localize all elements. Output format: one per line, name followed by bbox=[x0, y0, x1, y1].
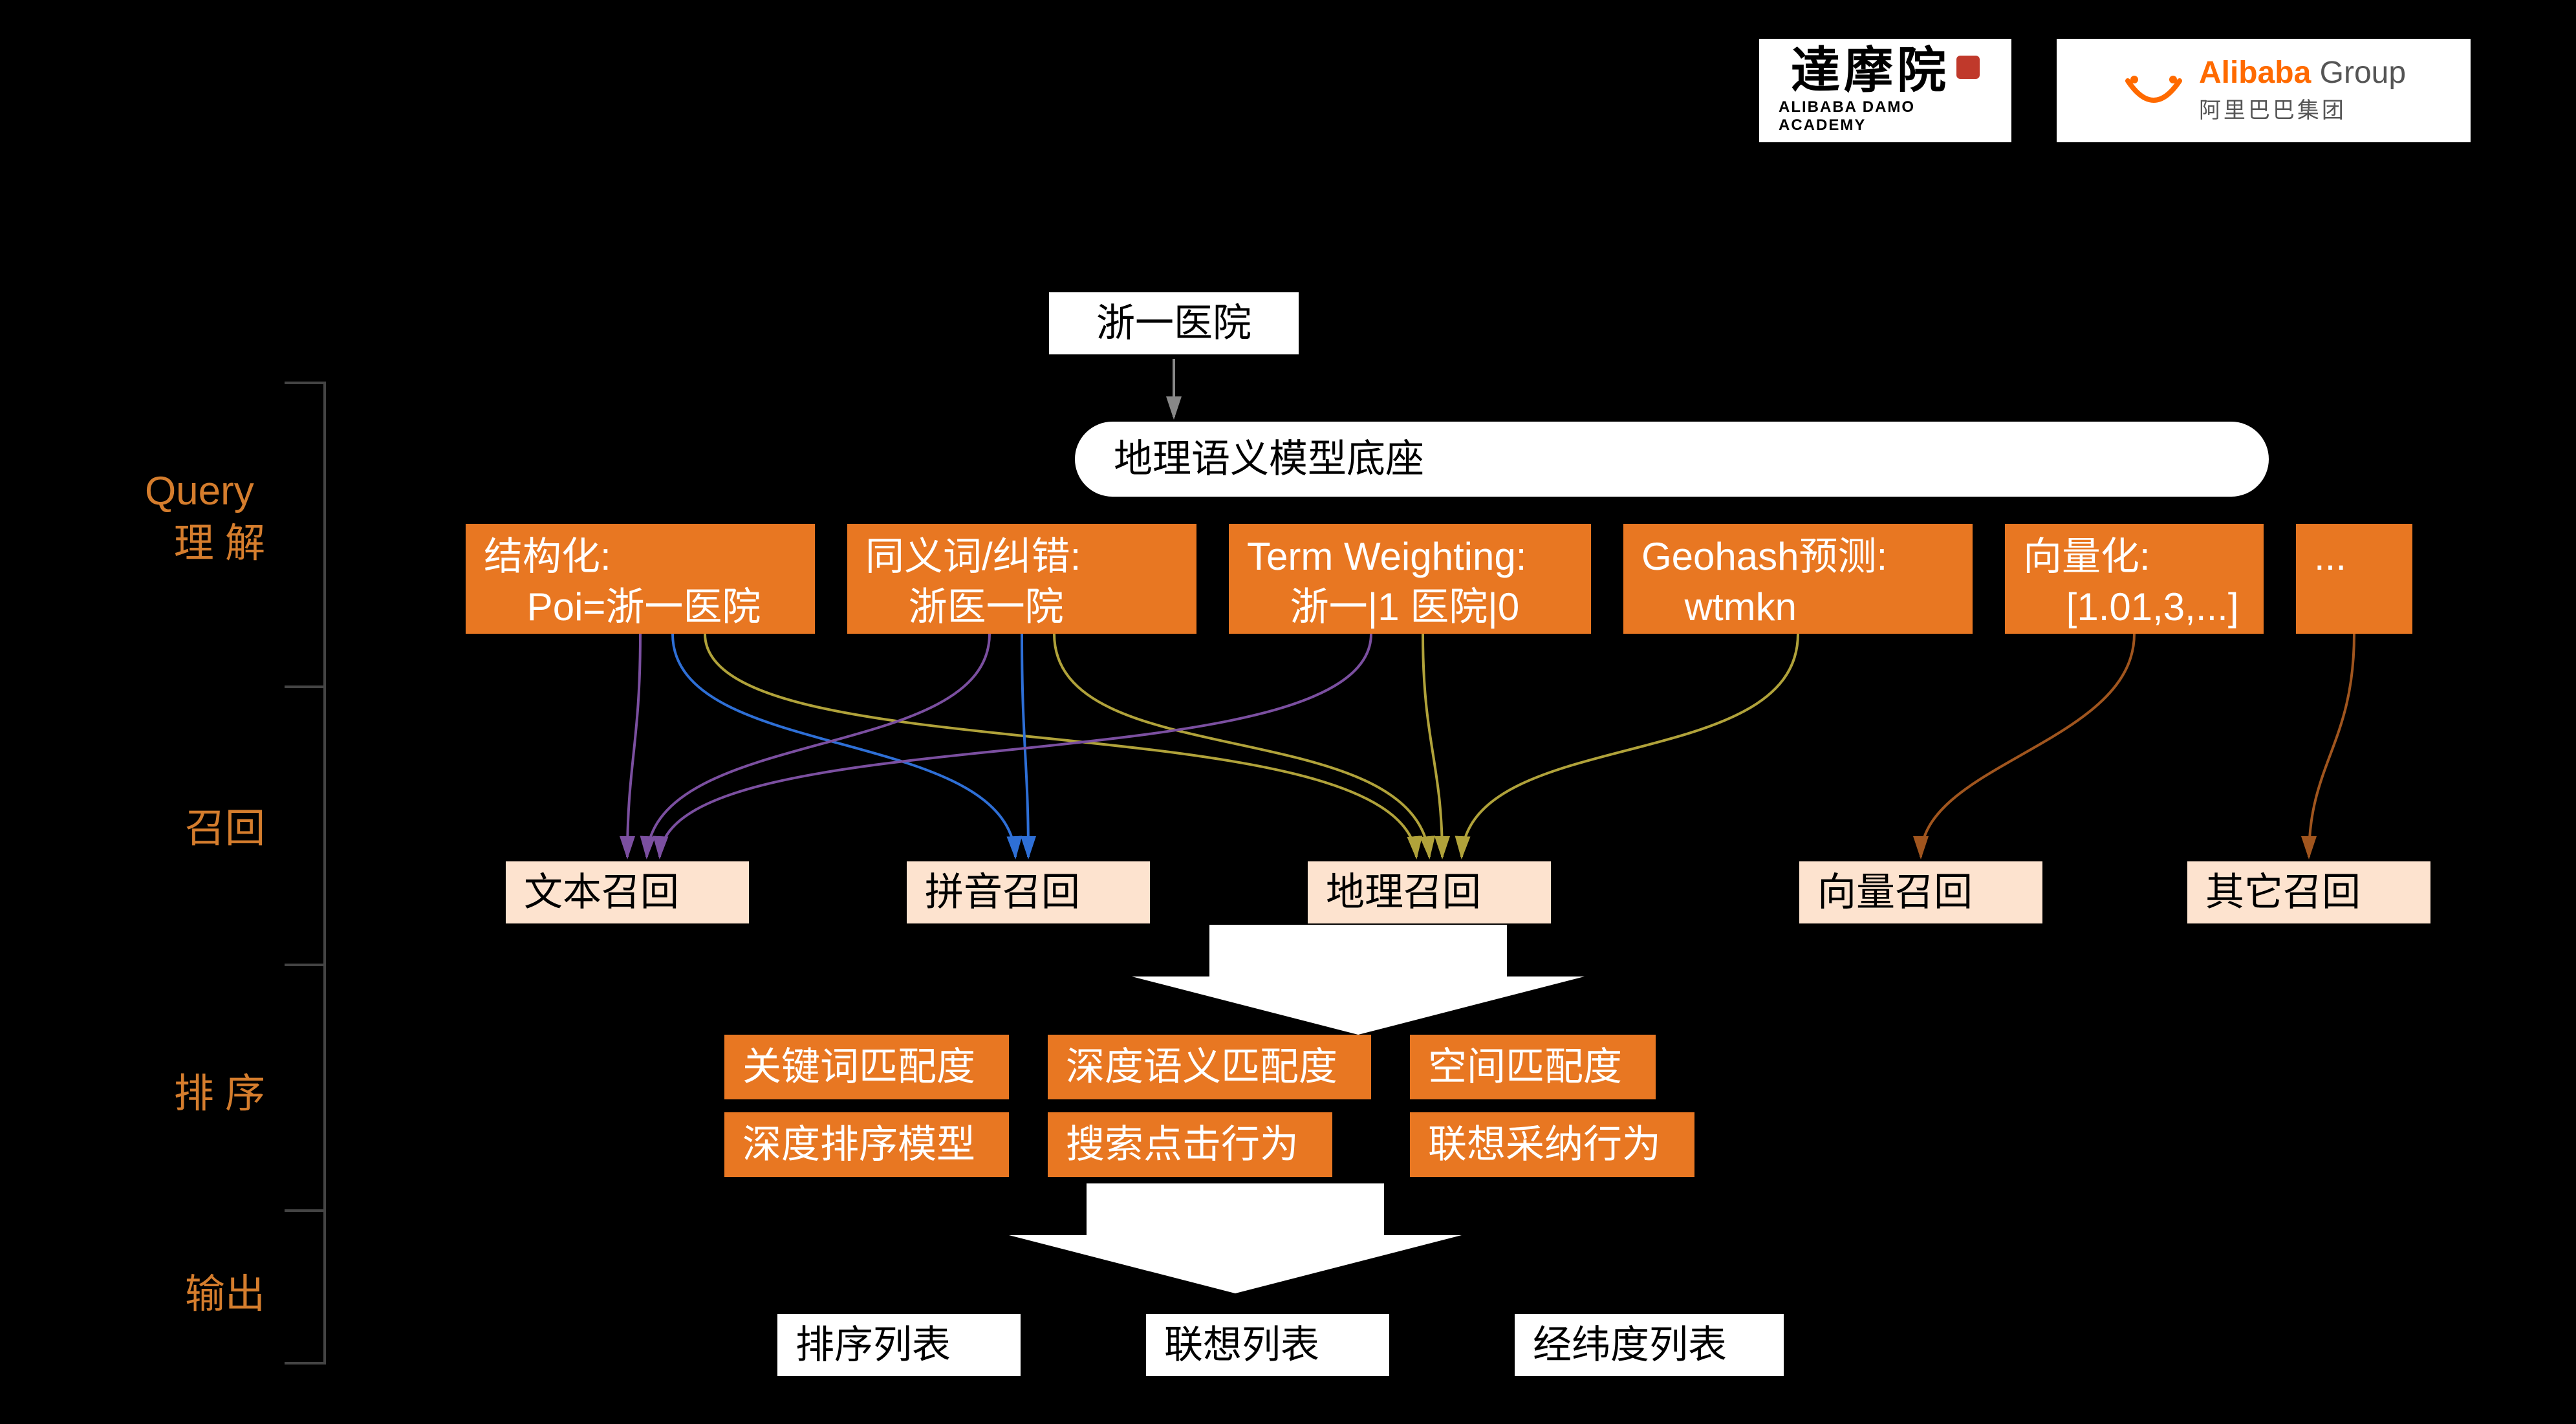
stage-label-qu: Query 理 解 bbox=[116, 466, 265, 570]
qu-vector-text: 向量化: [1.01,3,...] bbox=[2023, 532, 2239, 632]
rank-keyword-box: 关键词匹配度 bbox=[724, 1035, 1009, 1099]
alibaba-cn-text: 阿里巴巴集团 bbox=[2199, 92, 2346, 124]
output-latlon-box: 经纬度列表 bbox=[1513, 1313, 1785, 1377]
output-sort-box: 排序列表 bbox=[776, 1313, 1022, 1377]
rank-adopt-box: 联想采纳行为 bbox=[1410, 1112, 1694, 1177]
rank-spatial-box: 空间匹配度 bbox=[1410, 1035, 1656, 1099]
damo-academy-logo: 達摩院 ALIBABA DAMO ACADEMY bbox=[1759, 39, 2011, 142]
recall-other-box: 其它召回 bbox=[2186, 860, 2432, 925]
recall-vector-box: 向量召回 bbox=[1798, 860, 2044, 925]
output-latlon-text: 经纬度列表 bbox=[1533, 1320, 1727, 1370]
alibaba-smile-icon bbox=[2121, 68, 2186, 113]
alibaba-en-text: Alibaba Group bbox=[2199, 58, 2406, 89]
rank-click-text: 搜索点击行为 bbox=[1066, 1119, 1299, 1170]
tick-output bbox=[285, 1209, 323, 1212]
stage-label-retrieval: 召回 bbox=[116, 795, 265, 854]
qu-vector-box: 向量化: [1.01,3,...] bbox=[2005, 524, 2264, 634]
rank-click-box: 搜索点击行为 bbox=[1048, 1112, 1332, 1177]
tick-end bbox=[285, 1362, 323, 1365]
recall-vector-label: 向量召回 bbox=[1817, 867, 1973, 918]
rank-semantic-text: 深度语义匹配度 bbox=[1066, 1042, 1337, 1092]
model-base-text: 地理语义模型底座 bbox=[1114, 434, 1424, 484]
damo-main-text: 達摩院 bbox=[1791, 47, 1950, 96]
qu-synonym-box: 同义词/纠错: 浙医一院 bbox=[847, 524, 1196, 634]
arrow-recall-to-rank-icon bbox=[1132, 925, 1585, 1035]
recall-geo-label: 地理召回 bbox=[1326, 867, 1481, 918]
alibaba-group-logo: Alibaba Group 阿里巴巴集团 bbox=[2057, 39, 2471, 142]
qu-ellipsis-text: ... bbox=[2314, 532, 2346, 582]
rank-adopt-text: 联想采纳行为 bbox=[1428, 1119, 1661, 1170]
output-sort-text: 排序列表 bbox=[796, 1320, 951, 1370]
stage-axis bbox=[323, 382, 326, 1365]
recall-text-label: 文本召回 bbox=[524, 867, 679, 918]
stage-label-rank: 排 序 bbox=[116, 1061, 265, 1119]
qu-struct-text: 结构化: Poi=浙一医院 bbox=[484, 532, 761, 632]
query-input-text: 浙一医院 bbox=[1096, 298, 1251, 349]
qu-synonym-text: 同义词/纠错: 浙医一院 bbox=[865, 532, 1081, 632]
damo-sub-text: ALIBABA DAMO ACADEMY bbox=[1779, 98, 1992, 135]
rank-semantic-box: 深度语义匹配度 bbox=[1048, 1035, 1371, 1099]
output-suggest-box: 联想列表 bbox=[1145, 1313, 1391, 1377]
rank-keyword-text: 关键词匹配度 bbox=[742, 1042, 975, 1092]
qu-ellipsis-box: ... bbox=[2296, 524, 2412, 634]
tick-retrieval bbox=[285, 685, 323, 688]
qu-geohash-box: Geohash预测: wtmkn bbox=[1623, 524, 1973, 634]
rank-model-text: 深度排序模型 bbox=[742, 1119, 975, 1170]
qu-struct-box: 结构化: Poi=浙一医院 bbox=[466, 524, 815, 634]
recall-geo-box: 地理召回 bbox=[1306, 860, 1552, 925]
recall-text-box: 文本召回 bbox=[504, 860, 750, 925]
stage-label-output: 输出 bbox=[116, 1261, 265, 1319]
rank-spatial-text: 空间匹配度 bbox=[1428, 1042, 1622, 1092]
recall-pinyin-label: 拼音召回 bbox=[925, 867, 1080, 918]
qu-geohash-text: Geohash预测: wtmkn bbox=[1641, 532, 1887, 632]
rank-model-box: 深度排序模型 bbox=[724, 1112, 1009, 1177]
output-suggest-text: 联想列表 bbox=[1164, 1320, 1319, 1370]
tick-rank bbox=[285, 964, 323, 966]
model-base-box: 地理语义模型底座 bbox=[1074, 420, 2270, 498]
damo-seal-icon bbox=[1956, 56, 1980, 79]
qu-termweight-box: Term Weighting: 浙一|1 医院|0 bbox=[1229, 524, 1591, 634]
arrow-rank-to-output-icon bbox=[1009, 1183, 1462, 1293]
qu-termweight-text: Term Weighting: 浙一|1 医院|0 bbox=[1247, 532, 1526, 632]
query-input-box: 浙一医院 bbox=[1048, 291, 1300, 356]
tick-qu bbox=[285, 382, 323, 384]
recall-other-label: 其它召回 bbox=[2205, 867, 2361, 918]
recall-pinyin-box: 拼音召回 bbox=[905, 860, 1151, 925]
